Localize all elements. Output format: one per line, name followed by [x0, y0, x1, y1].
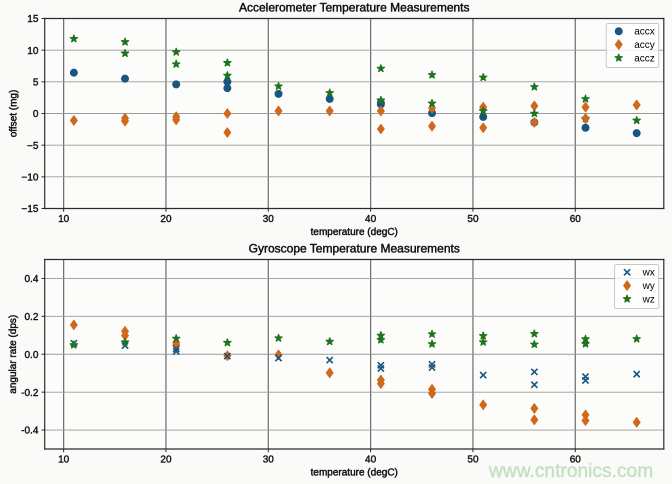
- svg-text:10: 10: [58, 455, 70, 466]
- svg-text:angular rate (dps): angular rate (dps): [8, 315, 19, 394]
- svg-text:Gyroscope Temperature Measurem: Gyroscope Temperature Measurements: [249, 242, 460, 256]
- svg-text:0.0: 0.0: [24, 350, 38, 361]
- svg-text:−15: −15: [21, 204, 38, 215]
- svg-text:offset (mg): offset (mg): [8, 90, 19, 138]
- svg-text:accy: accy: [634, 40, 655, 51]
- svg-text:5: 5: [33, 77, 39, 88]
- svg-text:0.2: 0.2: [24, 312, 38, 323]
- svg-text:30: 30: [263, 214, 275, 225]
- svg-text:accz: accz: [634, 53, 655, 64]
- svg-text:15: 15: [27, 14, 39, 25]
- svg-text:www.cntronics.com: www.cntronics.com: [488, 461, 653, 482]
- svg-text:20: 20: [160, 455, 172, 466]
- svg-text:temperature (degC): temperature (degC): [311, 227, 398, 238]
- svg-text:0.4: 0.4: [24, 274, 38, 285]
- svg-text:10: 10: [27, 46, 39, 57]
- svg-text:40: 40: [365, 214, 377, 225]
- svg-text:60: 60: [570, 455, 582, 466]
- svg-text:Accelerometer Temperature Meas: Accelerometer Temperature Measurements: [239, 1, 470, 15]
- svg-text:-0.4: -0.4: [21, 426, 39, 437]
- svg-text:40: 40: [365, 455, 377, 466]
- svg-text:10: 10: [58, 214, 70, 225]
- svg-text:50: 50: [467, 455, 479, 466]
- svg-text:20: 20: [160, 214, 172, 225]
- svg-text:0: 0: [33, 109, 39, 120]
- svg-text:−10: −10: [21, 172, 38, 183]
- svg-text:60: 60: [570, 214, 582, 225]
- svg-text:50: 50: [467, 214, 479, 225]
- svg-text:wy: wy: [642, 281, 655, 292]
- svg-text:-0.2: -0.2: [21, 388, 39, 399]
- svg-text:−5: −5: [27, 141, 39, 152]
- svg-text:30: 30: [263, 455, 275, 466]
- svg-text:wz: wz: [642, 294, 655, 305]
- svg-text:wx: wx: [642, 268, 655, 279]
- svg-text:accx: accx: [634, 27, 655, 38]
- svg-text:temperature (degC): temperature (degC): [311, 467, 398, 478]
